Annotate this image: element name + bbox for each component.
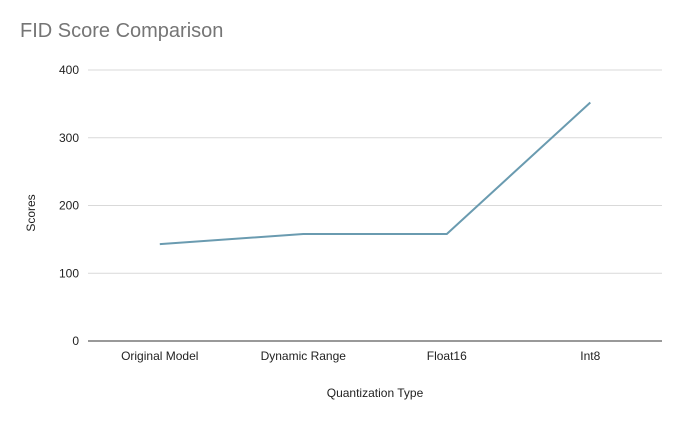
y-tick-label: 400 <box>59 63 79 77</box>
x-tick-label: Original Model <box>121 349 198 363</box>
x-tick-labels: Original Model Dynamic Range Float16 Int8 <box>121 349 601 363</box>
series-line <box>159 101 591 246</box>
y-axis-title: Scores <box>24 194 38 231</box>
y-tick-label: 200 <box>59 199 79 213</box>
x-tick-label: Dynamic Range <box>261 349 347 363</box>
chart-title: FID Score Comparison <box>20 20 224 42</box>
y-tick-label: 100 <box>59 266 79 280</box>
y-tick-label: 0 <box>72 334 79 348</box>
x-tick-label: Int8 <box>580 349 600 363</box>
y-tick-label: 300 <box>59 131 79 145</box>
gridlines <box>88 69 662 274</box>
x-tick-label: Float16 <box>427 349 467 363</box>
y-tick-labels: 0 100 200 300 400 <box>59 63 79 348</box>
x-axis-title: Quantization Type <box>327 386 424 400</box>
